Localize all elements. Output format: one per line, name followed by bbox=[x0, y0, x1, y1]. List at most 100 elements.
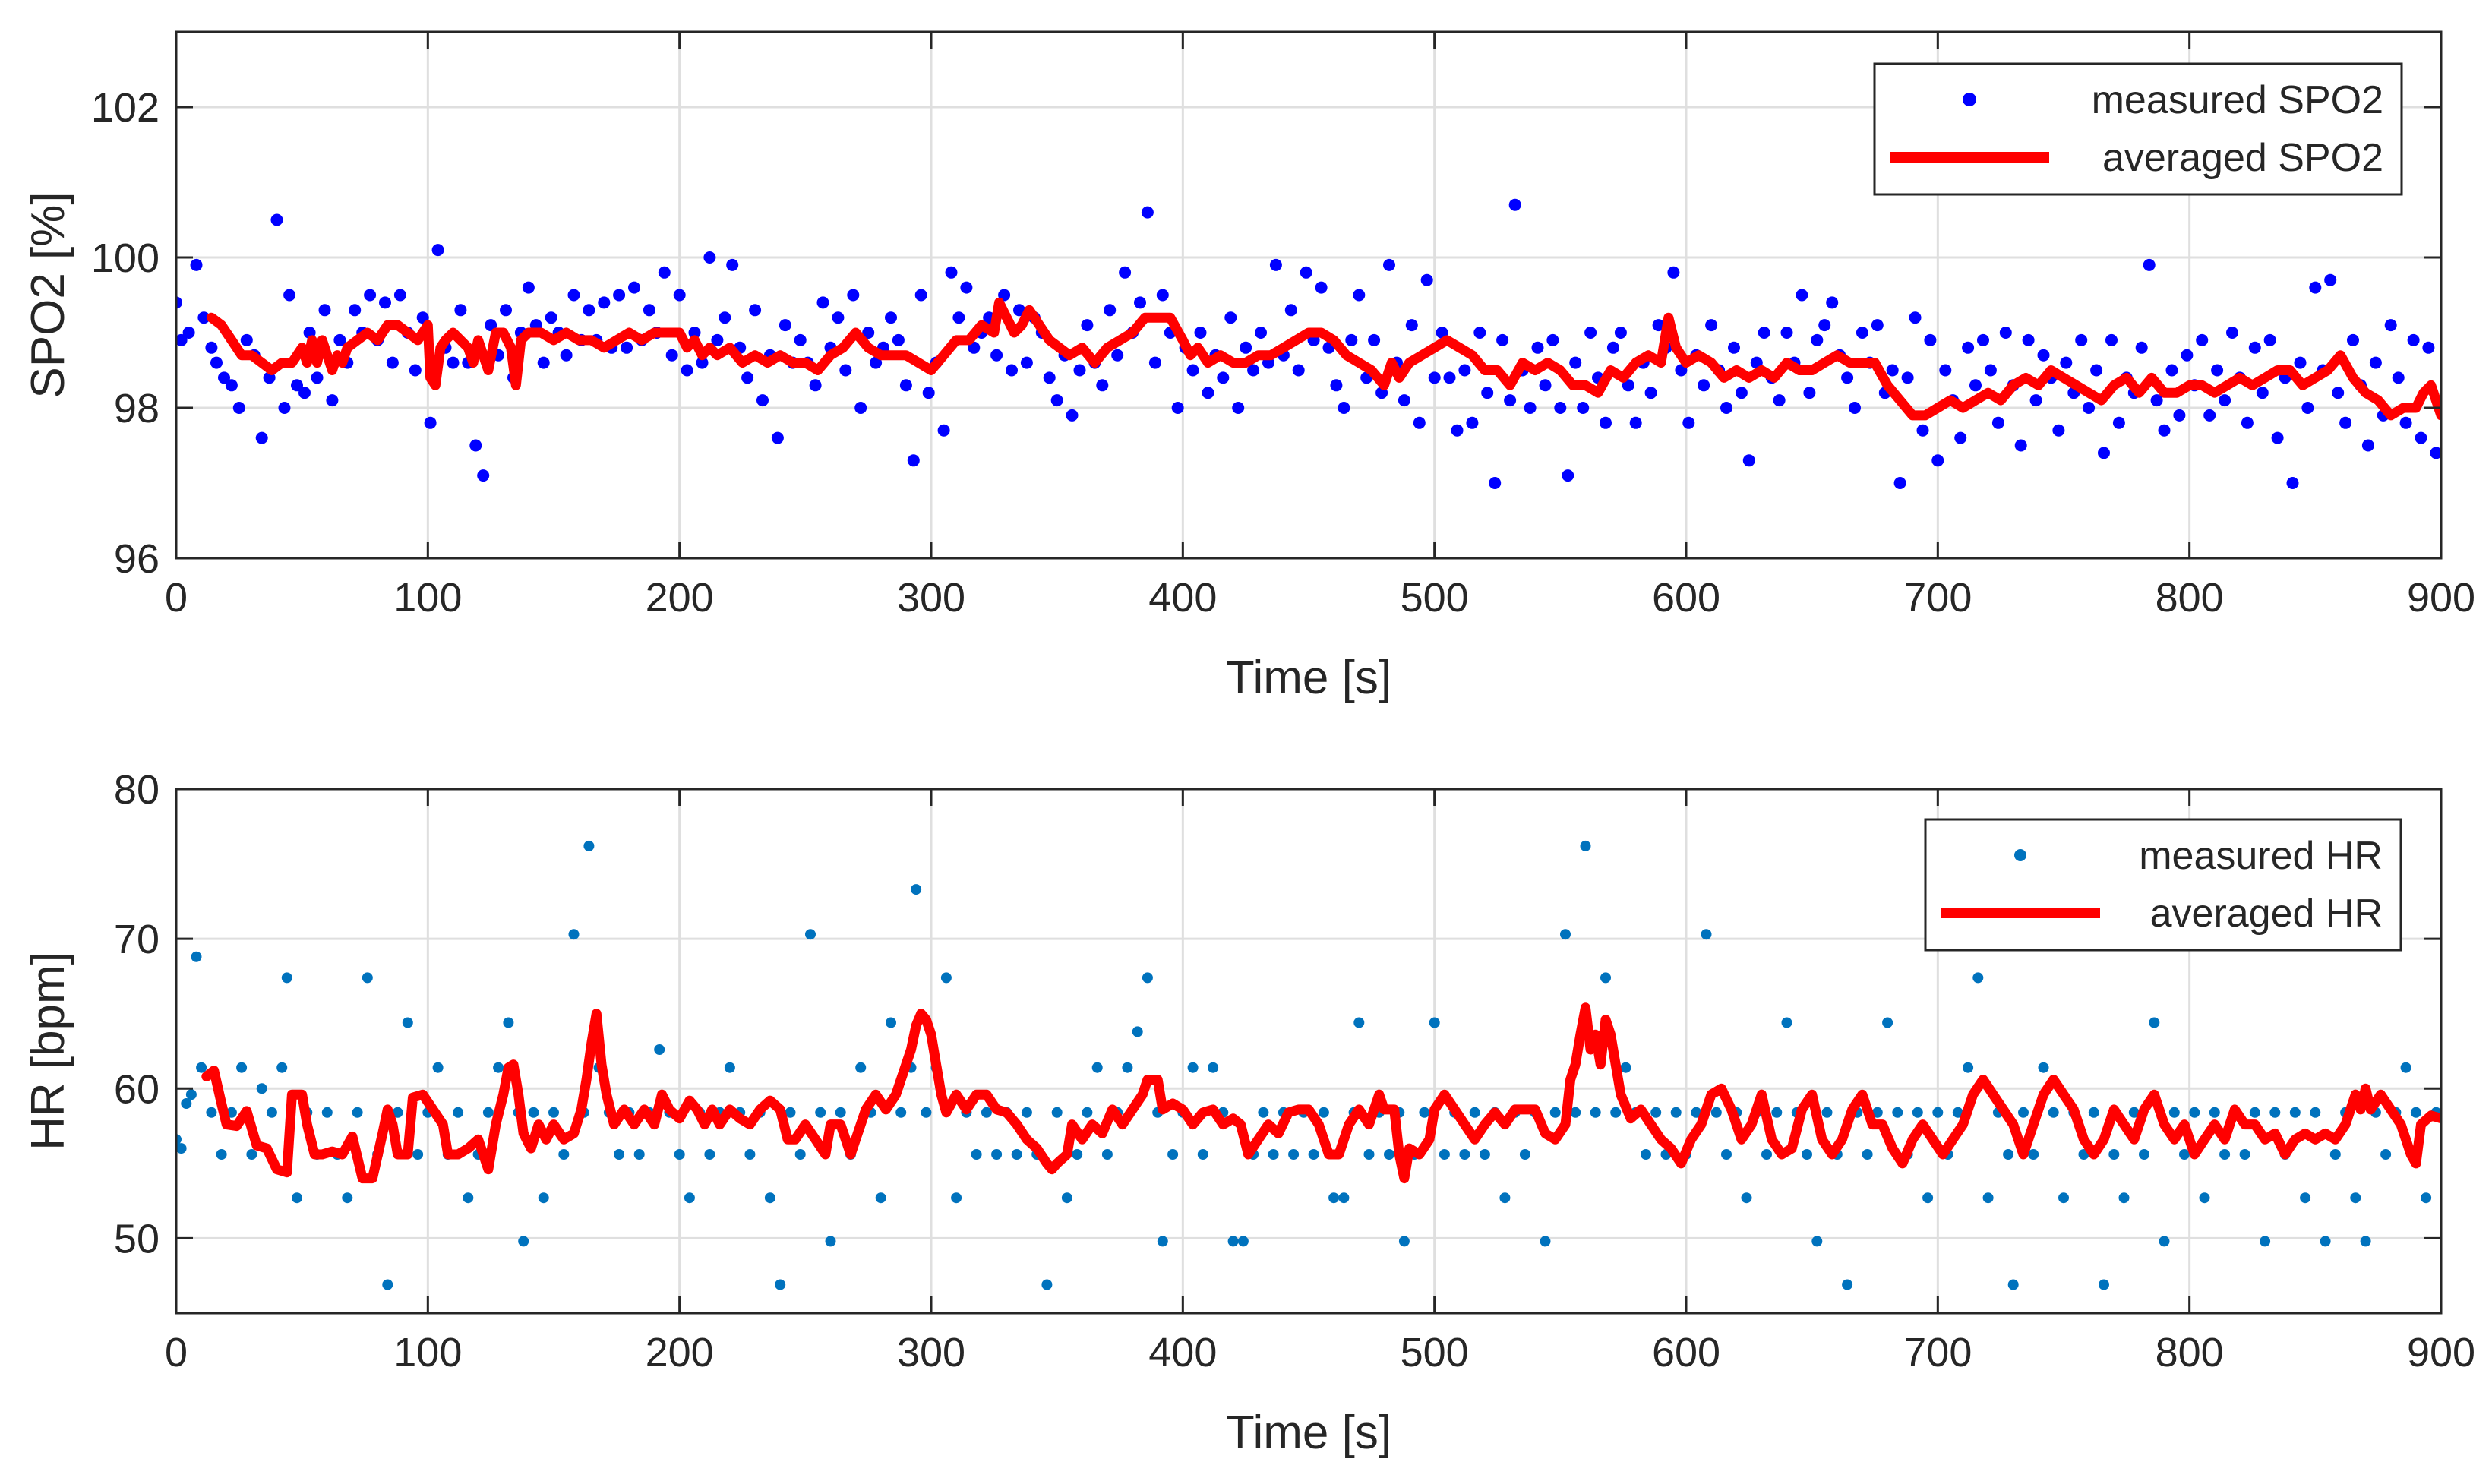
x-tick-label: 900 bbox=[2407, 575, 2475, 620]
spo2-measured-point bbox=[1338, 402, 1350, 414]
hr-measured-point bbox=[1540, 1236, 1551, 1247]
hr-measured-point bbox=[185, 1089, 197, 1100]
y-tick-label: 70 bbox=[114, 917, 160, 962]
spo2-measured-point bbox=[2399, 416, 2412, 429]
hr-measured-point bbox=[463, 1192, 474, 1204]
spo2-measured-point bbox=[1705, 319, 1718, 332]
spo2-measured-point bbox=[197, 311, 210, 324]
spo2-measured-point bbox=[1315, 281, 1328, 294]
spo2-measured-point bbox=[1849, 402, 1861, 414]
hr-measured-point bbox=[2118, 1192, 2130, 1204]
hr-measured-point bbox=[2269, 1107, 2281, 1118]
y-tick-label: 100 bbox=[91, 235, 160, 281]
hr-measured-point bbox=[1061, 1192, 1072, 1204]
spo2-measured-point bbox=[2301, 402, 2314, 414]
hr-measured-point bbox=[1952, 1107, 1963, 1118]
spo2-measured-point bbox=[583, 304, 595, 317]
hr-measured-point bbox=[568, 929, 580, 940]
spo2-measured-point bbox=[298, 387, 311, 399]
spo2-measured-point bbox=[2422, 341, 2435, 354]
hr-measured-point bbox=[614, 1149, 625, 1160]
hr-measured-point bbox=[1892, 1107, 1903, 1118]
spo2-measured-point bbox=[665, 349, 678, 362]
spo2-measured-point bbox=[1134, 296, 1146, 309]
spo2-measured-point bbox=[454, 304, 467, 317]
spo2-measured-point bbox=[1240, 341, 1252, 354]
hr-measured-point bbox=[1308, 1149, 1319, 1160]
hr-measured-point bbox=[1802, 1149, 1812, 1160]
hr-measured-point bbox=[503, 1017, 514, 1028]
spo2-measured-point bbox=[945, 266, 958, 279]
y-tick-label: 50 bbox=[114, 1216, 160, 1261]
hr-measured-point bbox=[1710, 1107, 1722, 1118]
hr-measured-point bbox=[1439, 1149, 1450, 1160]
spo2-measured-point bbox=[2173, 409, 2186, 422]
spo2-measured-point bbox=[2211, 364, 2224, 377]
spo2-measured-point bbox=[2060, 356, 2073, 369]
hr-measured-point bbox=[775, 1279, 786, 1290]
hr-measured-point bbox=[1384, 1149, 1394, 1160]
hr-measured-point bbox=[1691, 1107, 1702, 1118]
x-tick-label: 600 bbox=[1652, 1330, 1720, 1375]
spo2-measured-point bbox=[1119, 266, 1132, 279]
spo2-measured-point bbox=[1186, 364, 1199, 377]
hr-measured-point bbox=[2179, 1149, 2190, 1160]
hr-measured-point bbox=[981, 1107, 992, 1118]
hr-measured-point bbox=[1258, 1107, 1269, 1118]
spo2-measured-point bbox=[952, 311, 965, 324]
spo2-measured-point bbox=[2022, 333, 2035, 346]
spo2-measured-point bbox=[1796, 289, 1808, 302]
hr-measured-point bbox=[176, 1143, 187, 1154]
spo2-measured-point bbox=[431, 244, 444, 257]
spo2-measured-point bbox=[1156, 289, 1169, 302]
spo2-measured-point bbox=[567, 289, 580, 302]
spo2-measured-point bbox=[741, 371, 754, 384]
spo2-measured-point bbox=[1202, 387, 1214, 399]
spo2-measured-point bbox=[1043, 371, 1056, 384]
hr-measured-point bbox=[2289, 1107, 2301, 1118]
hr-measured-point bbox=[453, 1107, 464, 1118]
x-axis-title: Time [s] bbox=[1226, 652, 1391, 704]
spo2-measured-point bbox=[1081, 319, 1094, 332]
hr-measured-point bbox=[392, 1107, 403, 1118]
spo2-measured-point bbox=[205, 341, 218, 354]
spo2-measured-point bbox=[2098, 447, 2110, 459]
spo2-measured-point bbox=[862, 327, 875, 339]
spo2-measured-point bbox=[696, 356, 709, 369]
hr-measured-point bbox=[2048, 1107, 2059, 1118]
spo2-measured-point bbox=[1999, 327, 2012, 339]
spo2-measured-point bbox=[2407, 333, 2420, 346]
hr-measured-point bbox=[1011, 1149, 1022, 1160]
x-tick-label: 200 bbox=[646, 1330, 714, 1375]
spo2-measured-point bbox=[847, 289, 860, 302]
hr-measured-point bbox=[744, 1149, 756, 1160]
hr-measured-point bbox=[1922, 1192, 1934, 1204]
hr-measured-point bbox=[1318, 1107, 1329, 1118]
spo2-measured-point bbox=[1194, 327, 1207, 339]
spo2-measured-point bbox=[1742, 454, 1755, 467]
spo2-measured-point bbox=[1405, 319, 1418, 332]
hr-measured-point bbox=[2400, 1062, 2411, 1073]
spo2-measured-point bbox=[2241, 416, 2254, 429]
spo2-measured-point bbox=[1466, 416, 1479, 429]
spo2-measured-point bbox=[681, 364, 693, 377]
spo2-measured-point bbox=[424, 416, 437, 429]
spo2-measured-point bbox=[2339, 416, 2352, 429]
spo2-measured-point bbox=[1292, 364, 1305, 377]
spo2-measured-point bbox=[232, 402, 245, 414]
spo2-measured-point bbox=[1330, 379, 1343, 392]
hr-measured-point bbox=[1641, 1149, 1651, 1160]
spo2-measured-point bbox=[1606, 341, 1619, 354]
hr-measured-point bbox=[1072, 1149, 1083, 1160]
spo2-measured-point bbox=[240, 333, 253, 346]
hr-measured-point bbox=[2189, 1107, 2200, 1118]
spo2-measured-point bbox=[914, 289, 927, 302]
spo2-measured-point bbox=[1420, 273, 1433, 286]
hr-measured-point bbox=[835, 1107, 846, 1118]
hr-measured-point bbox=[2038, 1062, 2049, 1073]
hr-measured-point bbox=[1021, 1107, 1032, 1118]
spo2-measured-point bbox=[2014, 439, 2027, 452]
spo2-measured-point bbox=[816, 296, 829, 309]
hr-measured-point bbox=[206, 1107, 217, 1118]
spo2-measured-point bbox=[1584, 327, 1597, 339]
